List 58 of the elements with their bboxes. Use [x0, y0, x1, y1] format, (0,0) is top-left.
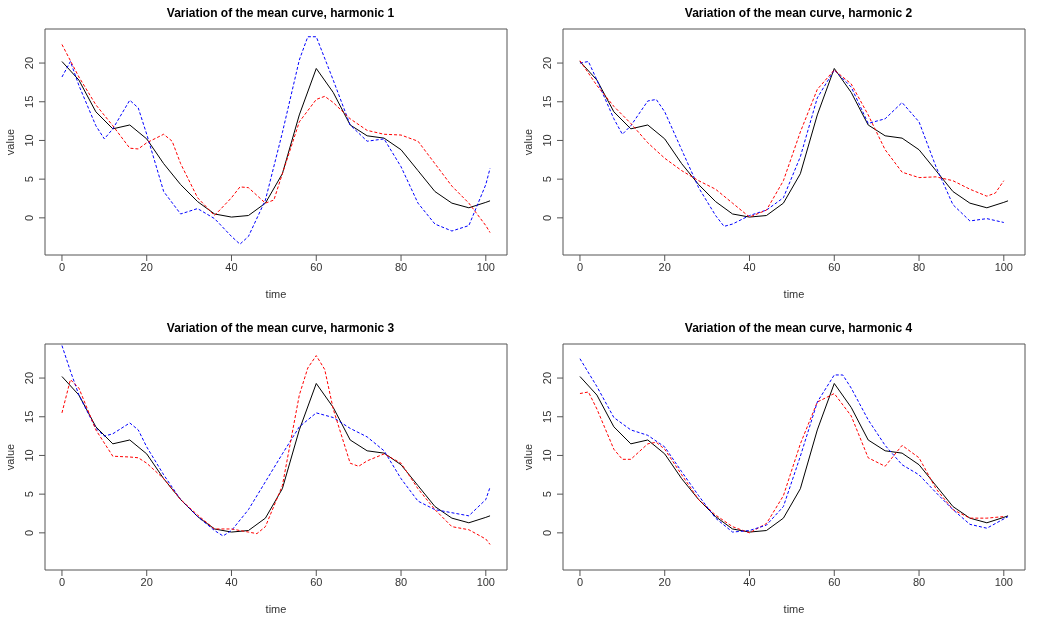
x-tick-label: 40	[743, 575, 756, 588]
x-tick-label: 80	[394, 260, 408, 273]
x-tick-label: 100	[994, 260, 1013, 273]
x-tick-label: 40	[225, 260, 238, 273]
line-series	[61, 376, 491, 533]
x-tick-label: 40	[225, 575, 238, 588]
y-axis-title: value	[3, 128, 16, 156]
y-tick-label: 20	[541, 371, 553, 385]
x-tick-label: 20	[658, 260, 671, 273]
chart-title: Variation of the mean curve, harmonic 1	[165, 6, 396, 20]
x-tick-label: 100	[476, 260, 495, 273]
y-tick-label: 0	[541, 214, 553, 221]
x-tick-label: 60	[828, 260, 841, 273]
y-tick-label: 0	[23, 529, 35, 536]
x-axis-title: time	[265, 603, 287, 615]
y-tick-label: 5	[541, 176, 553, 183]
x-tick-label: 40	[743, 260, 756, 273]
y-tick-label: 15	[23, 95, 35, 108]
y-tick-label: 5	[541, 491, 553, 498]
y-tick-label: 10	[23, 449, 35, 462]
y-tick-label: 10	[23, 134, 35, 147]
x-tick-label: 100	[476, 575, 495, 588]
y-tick-label: 10	[541, 449, 553, 462]
y-tick-label: 20	[23, 56, 35, 70]
x-tick-label: 0	[58, 575, 66, 588]
line-series	[61, 61, 491, 218]
chart-title: Variation of the mean curve, harmonic 3	[165, 321, 396, 335]
y-axis-title: value	[521, 443, 534, 471]
y-tick-label: 15	[541, 410, 553, 423]
x-axis-title: time	[783, 603, 805, 615]
x-tick-label: 100	[994, 575, 1013, 588]
x-tick-label: 60	[310, 260, 323, 273]
x-axis-title: time	[783, 288, 805, 300]
chart-title: Variation of the mean curve, harmonic 4	[683, 321, 914, 335]
x-axis-title: time	[265, 288, 287, 300]
y-tick-label: 15	[541, 95, 553, 108]
y-tick-label: 20	[23, 371, 35, 385]
y-tick-label: 15	[23, 410, 35, 423]
x-tick-label: 0	[576, 260, 584, 273]
y-tick-label: 5	[23, 491, 35, 498]
x-tick-label: 0	[58, 260, 66, 273]
x-tick-label: 0	[576, 575, 584, 588]
y-tick-label: 0	[541, 529, 553, 536]
y-tick-label: 20	[541, 56, 553, 70]
x-tick-label: 60	[310, 575, 323, 588]
y-tick-label: 5	[23, 176, 35, 183]
x-tick-label: 80	[394, 575, 408, 588]
chart-title: Variation of the mean curve, harmonic 2	[683, 6, 914, 20]
y-tick-label: 0	[23, 214, 35, 221]
y-axis-title: value	[521, 128, 534, 156]
x-tick-label: 80	[912, 260, 926, 273]
x-tick-label: 80	[912, 575, 926, 588]
y-tick-label: 10	[541, 134, 553, 147]
x-tick-label: 20	[140, 260, 153, 273]
x-tick-label: 20	[658, 575, 671, 588]
y-axis-title: value	[3, 443, 16, 471]
x-tick-label: 20	[140, 575, 153, 588]
x-tick-label: 60	[828, 575, 841, 588]
